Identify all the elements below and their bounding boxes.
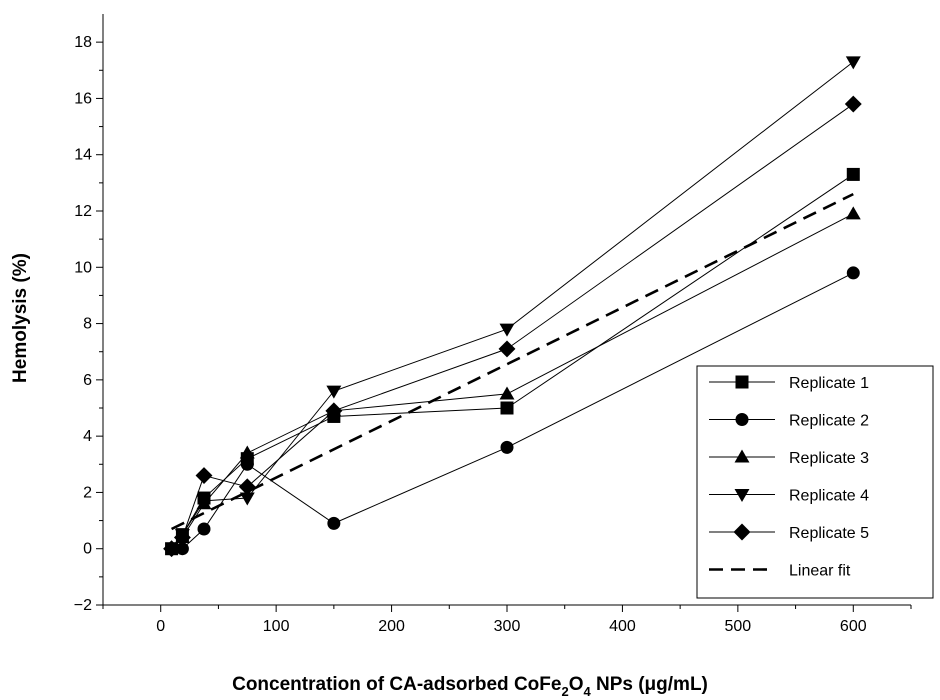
triangle-down-marker [734,488,750,502]
legend-item-replicate-5: Replicate 5 [709,523,869,542]
y-tick-label: 16 [74,90,92,107]
x-tick-label: 200 [378,618,405,635]
y-tick-label: −2 [74,597,92,614]
diamond-marker [498,340,516,358]
legend-item-linear-fit: Linear fit [709,563,851,580]
x-axis-title: Concentration of CA-adsorbed CoFe2O4 NPs… [232,674,708,699]
series-line [181,61,854,535]
circle-marker [175,542,189,556]
diamond-marker [325,402,343,420]
y-tick-label: 0 [83,541,92,558]
diamond-marker [844,95,862,113]
linear-fit-line [170,192,854,531]
triangle-up-marker [239,445,255,459]
x-tick-label: 600 [840,618,867,635]
x-axis-title-sub: 4 [583,684,591,699]
series-line [181,213,854,538]
circle-marker [327,516,341,530]
square-marker [735,375,749,389]
triangle-up-marker [845,206,861,220]
legend-item-replicate-4: Replicate 4 [709,488,869,505]
y-tick-label: 8 [83,316,92,333]
triangle-down-marker [326,385,342,399]
circle-marker [500,440,514,454]
triangle-down-marker [239,492,255,506]
x-axis-title-part: Concentration of CA-adsorbed CoFe [232,674,561,695]
legend-item-replicate-2: Replicate 2 [709,413,869,430]
diamond-marker [163,540,181,558]
legend-label: Replicate 3 [789,450,869,467]
legend-label: Replicate 5 [789,525,869,542]
square-marker [846,167,860,181]
circle-marker [197,522,211,536]
square-marker [500,401,514,415]
legend-item-replicate-3: Replicate 3 [709,449,869,467]
y-tick-label: 14 [74,147,92,164]
triangle-up-marker [499,386,515,400]
circle-marker [240,457,254,471]
diamond-marker [238,478,256,496]
legend: Replicate 1 Replicate 2 Replicate 3 Replica… [696,365,934,599]
diamond-marker [733,523,751,541]
legend-box [696,365,934,599]
y-tick-label: 2 [83,484,92,501]
x-tick-label: 100 [263,618,290,635]
x-axis-title-part: O [569,674,584,695]
triangle-up-marker [734,449,750,463]
diamond-marker [173,529,191,546]
x-tick-label: 0 [156,618,165,635]
series-layer [163,56,862,558]
y-axis-title: Hemolysis (%) [10,253,31,383]
series-replicate-2 [175,266,860,556]
fit-layer [170,192,854,531]
y-tick-label: 10 [74,259,92,276]
legend-label: Replicate 1 [789,375,869,392]
legend-label: Replicate 4 [789,488,869,505]
triangle-down-marker [196,495,212,509]
y-tick-label: 12 [74,203,92,220]
series-replicate-5 [163,95,862,558]
diamond-marker [195,467,213,484]
triangle-down-marker [845,56,861,70]
legend-label: Replicate 2 [789,413,869,430]
axes: 0 100 200 300 400 500 600 −2 0 2 4 6 8 10 12 14 16 18 [74,14,912,635]
legend-label: Linear fit [789,563,851,580]
y-tick-label: 18 [74,34,92,51]
x-axis-title-part: NPs (μg/mL) [591,674,708,695]
triangle-down-marker [499,323,515,337]
y-tick-label: 6 [83,372,92,389]
x-tick-label: 300 [494,618,521,635]
x-tick-label: 500 [725,618,752,635]
circle-marker [846,266,860,280]
circle-marker [735,413,749,426]
x-tick-label: 400 [609,618,636,635]
legend-item-replicate-1: Replicate 1 [709,375,869,392]
x-axis-title-sub: 2 [561,684,568,699]
y-tick-label: 4 [83,428,92,445]
